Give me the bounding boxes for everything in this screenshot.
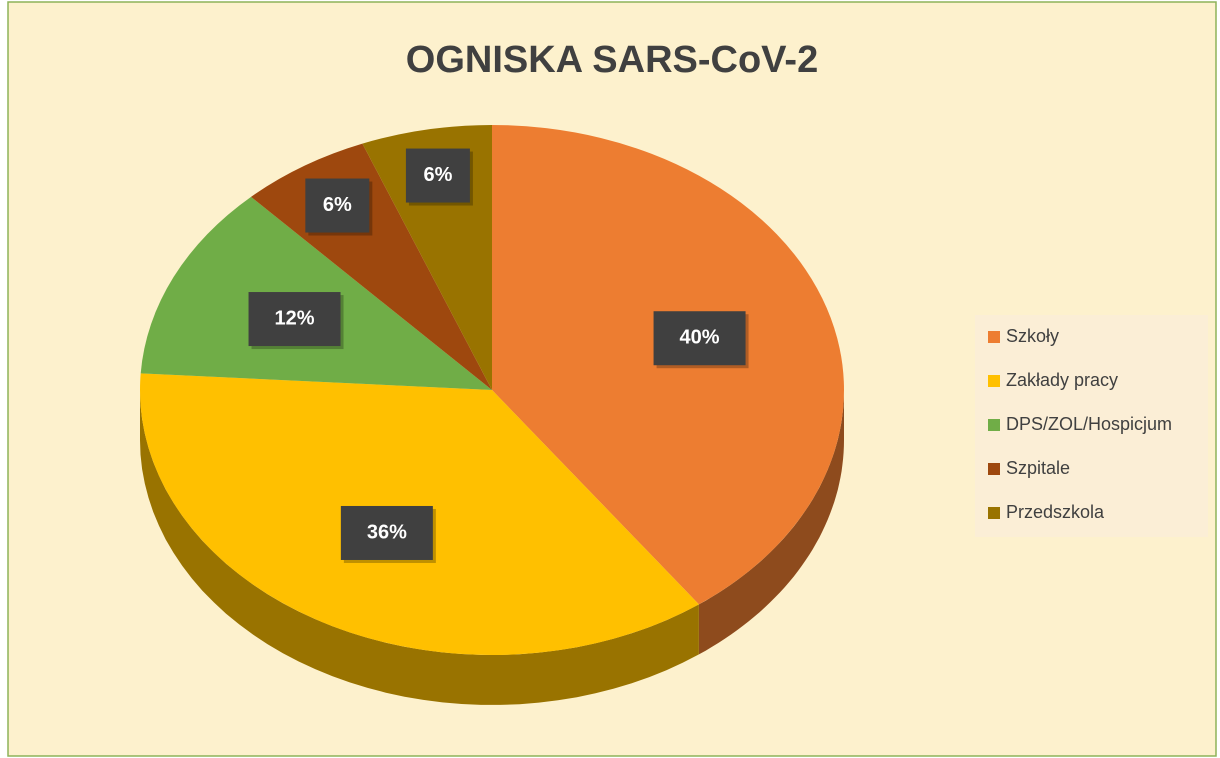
legend-label: Zakłady pracy bbox=[1006, 370, 1118, 390]
data-label: 12% bbox=[275, 307, 315, 329]
legend-swatch bbox=[988, 463, 1000, 475]
legend-swatch bbox=[988, 507, 1000, 519]
legend-box bbox=[975, 315, 1208, 537]
legend-swatch bbox=[988, 419, 1000, 431]
label-box bbox=[305, 178, 370, 233]
legend-swatch bbox=[988, 331, 1000, 343]
legend-label: Szkoły bbox=[1006, 326, 1059, 346]
slice-side bbox=[698, 390, 844, 655]
label-box bbox=[248, 292, 341, 347]
data-label: 6% bbox=[423, 164, 452, 186]
data-label: 6% bbox=[323, 194, 352, 216]
legend-label: Szpitale bbox=[1006, 458, 1070, 478]
data-label: 40% bbox=[680, 327, 720, 349]
data-label: 36% bbox=[367, 521, 407, 543]
label-box bbox=[405, 148, 470, 203]
label-box bbox=[340, 505, 433, 560]
slice-side bbox=[140, 390, 699, 705]
legend-label: Przedszkola bbox=[1006, 502, 1105, 522]
legend-swatch bbox=[988, 375, 1000, 387]
label-box bbox=[653, 311, 746, 366]
chart-title: OGNISKA SARS-CoV-2 bbox=[406, 39, 818, 81]
legend-label: DPS/ZOL/Hospicjum bbox=[1006, 414, 1172, 434]
